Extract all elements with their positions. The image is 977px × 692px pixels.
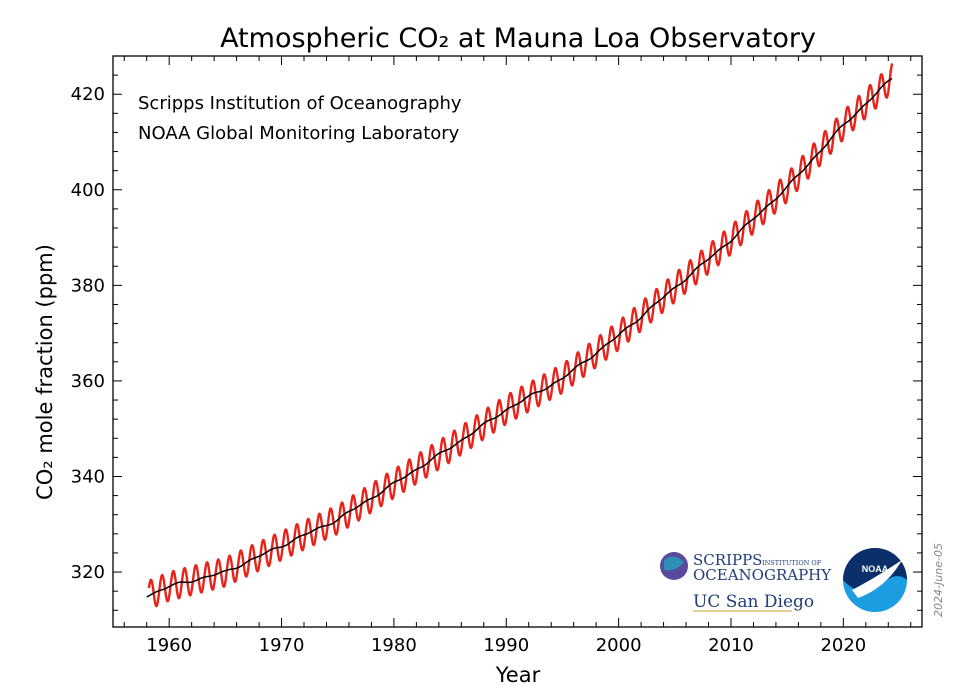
scripps-small-word: INSTITUTION OF	[762, 559, 822, 567]
y-tick-label: 420	[71, 84, 105, 105]
scripps-word: SCRIPPS	[693, 551, 762, 569]
chart-title: Atmospheric CO₂ at Mauna Loa Observatory	[220, 23, 816, 54]
ucsd-word: UC San Diego	[693, 592, 814, 612]
annotation-scripps: Scripps Institution of Oceanography	[138, 93, 462, 114]
scripps-logo: SCRIPPS INSTITUTION OF OCEANOGRAPHY UC S…	[660, 551, 832, 612]
series-trend	[146, 77, 893, 598]
x-tick-label: 1960	[146, 635, 192, 656]
plot-frame	[112, 55, 923, 628]
x-tick-label: 1970	[259, 635, 305, 656]
x-tick-label: 1980	[371, 635, 417, 656]
noaa-word: NOAA	[862, 564, 889, 574]
x-axis-ticks: 1960 1970 1980 1990 2000 2010 2020	[123, 56, 912, 656]
y-tick-label: 400	[71, 180, 105, 201]
y-axis-ticks: 320 340 360 380 400 420	[71, 55, 922, 611]
annotation-noaa: NOAA Global Monitoring Laboratory	[138, 123, 460, 144]
y-axis-label: CO₂ mole fraction (ppm)	[33, 244, 57, 500]
y-tick-label: 340	[71, 466, 105, 487]
x-tick-label: 2000	[596, 635, 642, 656]
x-tick-label: 1990	[483, 635, 529, 656]
noaa-logo: NOAA	[843, 548, 907, 612]
noaa-bird-icon	[852, 560, 902, 598]
oceanography-word: OCEANOGRAPHY	[693, 566, 832, 584]
x-tick-label: 2010	[708, 635, 754, 656]
date-stamp: 2024-June-05	[932, 543, 945, 617]
y-tick-label: 320	[71, 562, 105, 583]
x-axis-label: Year	[495, 663, 541, 687]
x-tick-label: 2020	[820, 635, 866, 656]
y-tick-label: 360	[71, 371, 105, 392]
y-tick-label: 380	[71, 275, 105, 296]
series-monthly-mean	[147, 63, 894, 608]
